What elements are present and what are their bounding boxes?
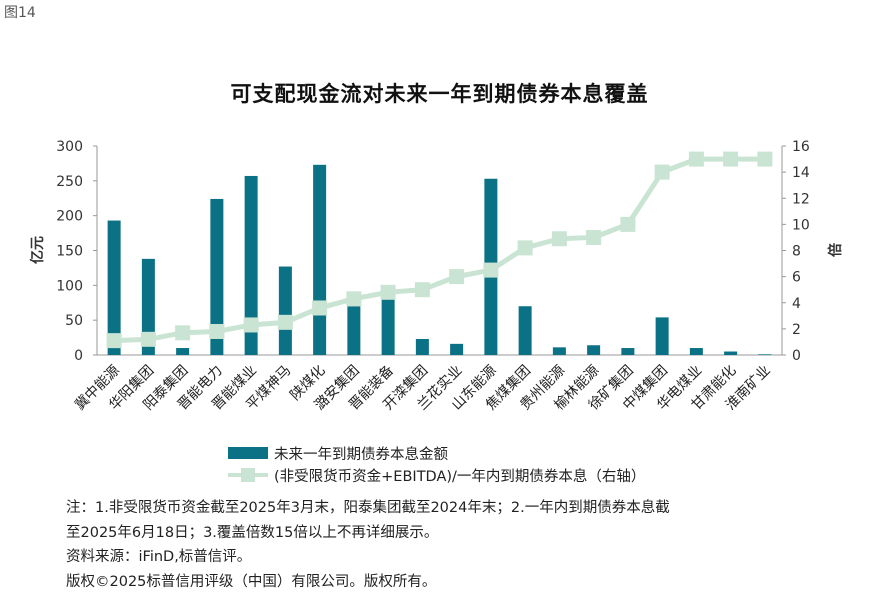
bar-开滦集团	[415, 338, 429, 355]
y-left-tick-label: 50	[65, 313, 83, 329]
coverage-marker-兰花实业	[449, 269, 465, 285]
bar-晋能电力	[210, 198, 224, 355]
bar-华阳集团	[141, 258, 155, 355]
source-note: 资料来源：iFinD,标普信评。	[66, 549, 252, 565]
coverage-marker-徐矿集团	[620, 216, 636, 232]
bar-陕煤化	[313, 164, 327, 355]
coverage-marker-淮南矿业	[757, 151, 773, 167]
y-right-tick-label: 14	[792, 165, 810, 181]
coverage-marker-中煤集团	[654, 164, 670, 180]
legend-line-label: (非受限货币资金+EBITDA)/一年内到期债券本息（右轴）	[274, 468, 646, 485]
y-right-tick-label: 12	[792, 191, 810, 207]
bar-甘肃能化	[724, 351, 738, 355]
bar-平煤神马	[278, 266, 292, 355]
y-left-tick-label: 300	[56, 139, 83, 155]
chart-title: 可支配现金流对未来一年到期债券本息覆盖	[230, 82, 649, 106]
y-left-tick-label: 100	[56, 278, 83, 294]
coverage-marker-甘肃能化	[723, 151, 739, 167]
legend-bar-swatch	[228, 447, 268, 459]
bar-焦煤集团	[518, 306, 532, 355]
legend-line-swatch	[228, 468, 268, 482]
note-line-1: 注：1.非受限货币资金截至2025年3月末，阳泰集团截至2024年末；2.一年内…	[66, 500, 670, 516]
bar-晋能装备	[381, 299, 395, 355]
bar-贵州能源	[552, 347, 566, 355]
figure-label: 图14	[4, 5, 36, 21]
coverage-marker-陕煤化	[312, 300, 328, 316]
y-left-axis-title: 亿元	[29, 236, 46, 264]
coverage-marker-晋能电力	[209, 323, 225, 339]
note-line-2: 至2025年6月18日；3.覆盖倍数15倍以上不再详细展示。	[66, 524, 439, 541]
y-left-tick-label: 0	[74, 348, 83, 364]
bar-华电煤业	[689, 348, 703, 355]
bar-兰花实业	[450, 343, 464, 355]
coverage-marker-榆林能源	[586, 229, 602, 245]
bar-榆林能源	[587, 345, 601, 355]
coverage-marker-焦煤集团	[517, 240, 533, 256]
coverage-marker-晋能煤业	[243, 317, 259, 333]
bar-冀中能源	[107, 220, 121, 355]
coverage-marker-华阳集团	[140, 331, 156, 347]
y-left-tick-label: 250	[56, 174, 83, 190]
coverage-marker-开滦集团	[414, 282, 430, 298]
bar-徐矿集团	[621, 348, 635, 355]
bar-潞安集团	[347, 306, 361, 355]
coverage-marker-阳泰集团	[175, 325, 191, 341]
y-right-tick-label: 10	[792, 217, 810, 233]
y-right-axis-title: 倍	[827, 243, 844, 257]
legend-item-bar: 未来一年到期债券本息金额	[228, 442, 645, 464]
coverage-marker-冀中能源	[106, 333, 122, 349]
coverage-marker-山东能源	[483, 262, 499, 278]
y-left-tick-label: 150	[56, 244, 83, 260]
y-left-tick-label: 200	[56, 209, 83, 225]
y-right-tick-label: 2	[792, 322, 801, 338]
coverage-marker-晋能装备	[380, 284, 396, 300]
y-right-tick-label: 16	[792, 139, 810, 155]
bar-晋能煤业	[244, 175, 258, 355]
y-right-tick-label: 4	[792, 296, 801, 312]
notes-block: 注：1.非受限货币资金截至2025年3月末，阳泰集团截至2024年末；2.一年内…	[66, 496, 846, 594]
y-right-tick-label: 0	[792, 348, 801, 364]
coverage-marker-贵州能源	[551, 231, 567, 247]
bar-阳泰集团	[176, 348, 190, 355]
y-right-tick-label: 6	[792, 270, 801, 286]
legend: 未来一年到期债券本息金额 (非受限货币资金+EBITDA)/一年内到期债券本息（…	[228, 442, 645, 486]
bar-淮南矿业	[758, 354, 772, 355]
bar-中煤集团	[655, 317, 669, 355]
copyright-note: 版权©2025标普信用评级（中国）有限公司。版权所有。	[66, 573, 437, 590]
coverage-marker-潞安集团	[346, 291, 362, 307]
legend-item-line: (非受限货币资金+EBITDA)/一年内到期债券本息（右轴）	[228, 464, 645, 486]
coverage-marker-平煤神马	[277, 314, 293, 330]
y-right-tick-label: 8	[792, 244, 801, 260]
coverage-marker-华电煤业	[688, 151, 704, 167]
legend-bar-label: 未来一年到期债券本息金额	[274, 446, 448, 463]
